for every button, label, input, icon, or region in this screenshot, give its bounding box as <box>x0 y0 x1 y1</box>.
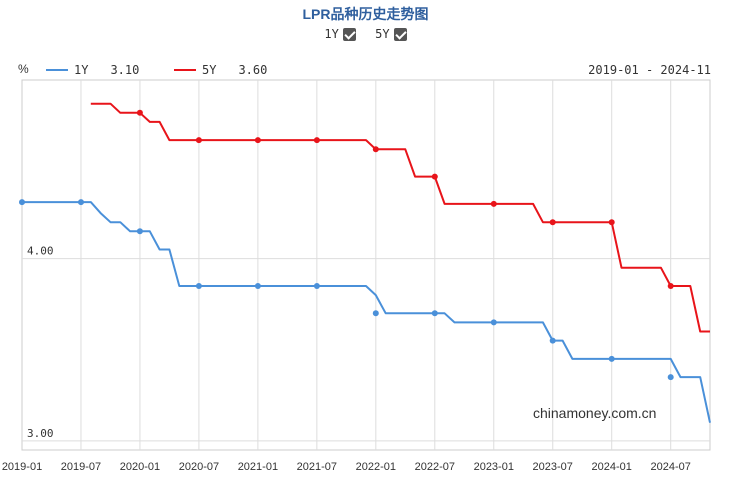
toggle-5y[interactable]: 5Y <box>375 27 407 41</box>
legend-entry-1y: 1Y 3.10 <box>46 63 139 77</box>
y-tick-label: 4.00 <box>27 245 54 258</box>
legend-name-1y: 1Y <box>74 63 89 77</box>
toggle-1y[interactable]: 1Y <box>324 27 356 41</box>
series-line-5y <box>90 102 710 333</box>
data-point-1y <box>254 283 261 289</box>
x-tick-label: 2019-01 <box>2 461 42 473</box>
data-point-1y <box>195 283 202 289</box>
x-tick-label: 2021-07 <box>297 461 337 473</box>
data-point-1y <box>78 199 84 206</box>
data-point-5y <box>490 200 497 207</box>
legend-value-1y: 3.10 <box>110 63 140 77</box>
data-point-5y <box>136 109 143 116</box>
data-point-1y <box>136 228 143 235</box>
toggle-1y-label: 1Y <box>324 27 339 41</box>
legend-entry-5y: 5Y 3.60 <box>174 63 267 77</box>
toggle-5y-label: 5Y <box>375 27 390 41</box>
series-toggles: 1Y 5Y <box>0 27 731 41</box>
x-tick-label: 2021-01 <box>238 461 278 473</box>
data-point-5y <box>608 219 615 226</box>
data-point-5y <box>195 137 202 144</box>
legend-swatch-5y <box>174 69 196 71</box>
data-point-1y <box>19 199 25 206</box>
data-point-5y <box>313 137 320 144</box>
checkbox-checked-icon[interactable] <box>342 27 356 41</box>
legend-name-5y: 5Y <box>202 63 217 77</box>
data-point-5y <box>549 219 556 226</box>
x-tick-label: 2022-01 <box>356 461 396 473</box>
data-point-1y <box>490 319 497 326</box>
x-tick-label: 2022-07 <box>415 461 455 473</box>
watermark: chinamoney.com.cn <box>533 405 657 421</box>
x-tick-label: 2020-07 <box>179 461 219 473</box>
legend-value-5y: 3.60 <box>238 63 268 77</box>
date-range: 2019-01 - 2024-11 <box>588 63 711 77</box>
data-point-1y <box>431 310 438 317</box>
data-point-1y <box>372 310 379 317</box>
chart-title: LPR品种历史走势图 <box>302 6 429 22</box>
data-point-1y <box>549 337 556 344</box>
x-tick-label: 2024-01 <box>592 461 632 473</box>
x-tick-label: 2020-01 <box>120 461 160 473</box>
checkbox-checked-icon[interactable] <box>393 27 407 41</box>
data-point-5y <box>372 146 379 153</box>
y-tick-label: 3.00 <box>27 427 54 440</box>
x-tick-label: 2019-07 <box>61 461 101 473</box>
data-point-5y <box>254 137 261 144</box>
series-line-1y <box>22 201 711 423</box>
data-point-5y <box>667 283 674 289</box>
legend-swatch-1y <box>46 69 68 71</box>
x-tick-label: 2023-01 <box>474 461 514 473</box>
x-tick-label: 2023-07 <box>533 461 573 473</box>
data-point-1y <box>313 283 320 289</box>
plot-frame <box>21 79 711 451</box>
data-point-1y <box>667 374 674 381</box>
y-axis-unit: % <box>18 62 29 76</box>
data-point-5y <box>431 173 438 180</box>
x-tick-label: 2024-07 <box>650 461 690 473</box>
data-point-1y <box>608 355 615 362</box>
